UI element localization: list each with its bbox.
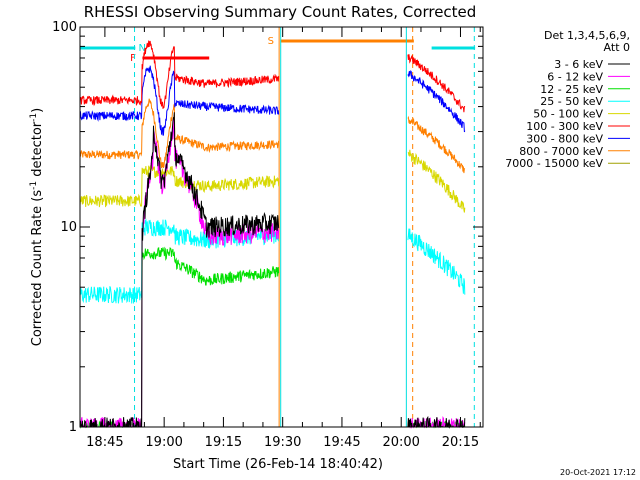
legend-label: 3 - 6 keV xyxy=(554,58,603,71)
series-line xyxy=(79,218,280,304)
y-axis-label-main: Corrected Count Rate (s xyxy=(30,190,45,347)
series-5 xyxy=(79,40,466,113)
series-line xyxy=(407,70,466,133)
series-3 xyxy=(79,218,466,304)
x-axis-label: Start Time (26-Feb-14 18:40:42) xyxy=(173,457,383,472)
y-axis-label-mid: detector xyxy=(30,121,45,181)
series-line xyxy=(407,149,466,213)
series-line xyxy=(79,65,280,136)
x-tick-label: 20:00 xyxy=(382,435,419,450)
legend-label: 800 - 7000 keV xyxy=(519,145,603,158)
series-line xyxy=(407,228,466,295)
legend-label: 6 - 12 keV xyxy=(547,70,603,83)
series-7 xyxy=(79,98,466,174)
flare-flag-label: F xyxy=(130,53,136,64)
x-tick-label: 19:15 xyxy=(205,435,242,450)
legend-label: 25 - 50 keV xyxy=(540,95,603,108)
series-line xyxy=(407,54,466,113)
x-tick-label: 19:00 xyxy=(145,435,182,450)
legend-label: 300 - 800 keV xyxy=(526,132,603,145)
y-tick-label: 10 xyxy=(60,220,77,235)
timestamp: 20-Oct-2021 17:12 xyxy=(560,468,636,477)
series-line xyxy=(79,246,280,429)
flag-layer: NF S xyxy=(80,27,476,427)
series-layer xyxy=(79,40,466,429)
tick-layer: 100 10 1 18:45 19:00 19:15 19:30 19:45 20:00 20:1… xyxy=(52,20,483,450)
legend-header-line2: Att 0 xyxy=(604,41,630,54)
series-line xyxy=(79,98,280,169)
series-line xyxy=(79,112,280,429)
x-tick-label: 19:45 xyxy=(323,435,360,450)
series-4 xyxy=(79,149,466,213)
x-tick-label: 19:30 xyxy=(264,435,301,450)
y-axis-label-exp1: -1 xyxy=(29,181,39,190)
y-tick-label: 100 xyxy=(52,20,77,35)
series-line xyxy=(79,40,280,109)
series-line xyxy=(407,115,466,174)
series-6 xyxy=(79,65,466,136)
x-tick-label: 20:15 xyxy=(442,435,479,450)
x-tick-label: 18:45 xyxy=(86,435,123,450)
saa-flag-label: S xyxy=(268,36,274,47)
chart-title: RHESSI Observing Summary Count Rates, Co… xyxy=(84,3,477,21)
y-tick-label: 1 xyxy=(69,420,77,435)
y-axis-label-exp2: -1 xyxy=(29,113,39,122)
legend-label: 100 - 300 keV xyxy=(526,120,603,133)
legend-header-line1: Det 1,3,4,5,6,9, xyxy=(544,29,630,42)
night-flag-label: N xyxy=(138,43,145,54)
y-axis-label-end: ) xyxy=(30,108,45,113)
legend-label: 50 - 100 keV xyxy=(533,108,603,121)
y-axis-label: Corrected Count Rate (s-1 detector-1) xyxy=(29,108,45,346)
series-line xyxy=(79,164,280,208)
legend-label: 7000 - 15000 keV xyxy=(505,157,603,170)
legend-label: 12 - 25 keV xyxy=(540,83,603,96)
